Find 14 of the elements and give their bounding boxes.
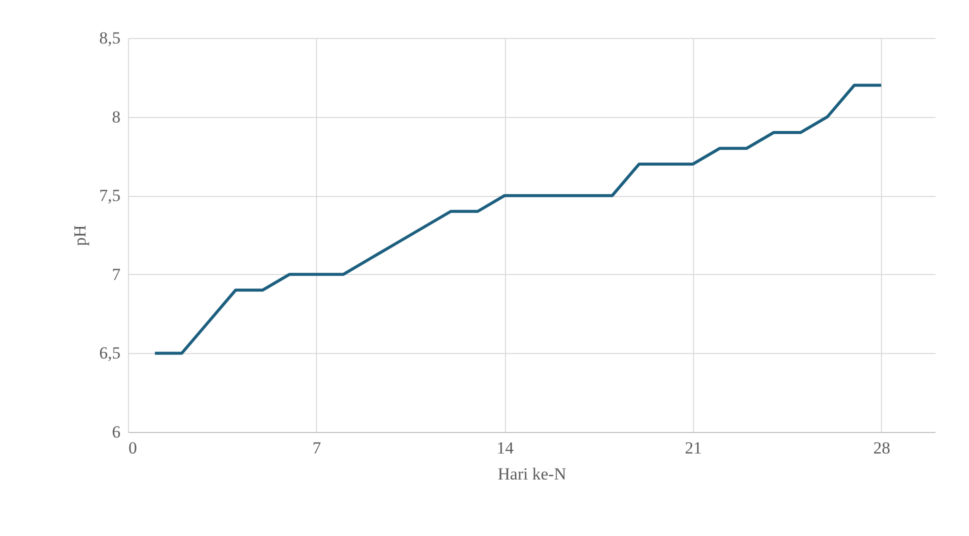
x-tick-label: 28 (873, 438, 890, 458)
y-tick-label: 8 (112, 107, 120, 126)
y-tick-label: 6,5 (99, 344, 120, 363)
y-tick-label: 8,5 (99, 28, 120, 48)
x-axis-title: Hari ke-N (498, 464, 566, 484)
x-tick-label: 14 (496, 438, 514, 458)
y-tick-label: 7 (112, 264, 121, 284)
x-tick-label: 7 (312, 438, 322, 458)
y-tick-label: 7,5 (99, 186, 120, 206)
line-series (153, 84, 883, 355)
y-tick-label: 6 (112, 422, 120, 442)
x-tick-label: 0 (128, 438, 137, 458)
x-tick-label: 21 (684, 438, 702, 458)
y-axis-title: pH (70, 225, 90, 246)
